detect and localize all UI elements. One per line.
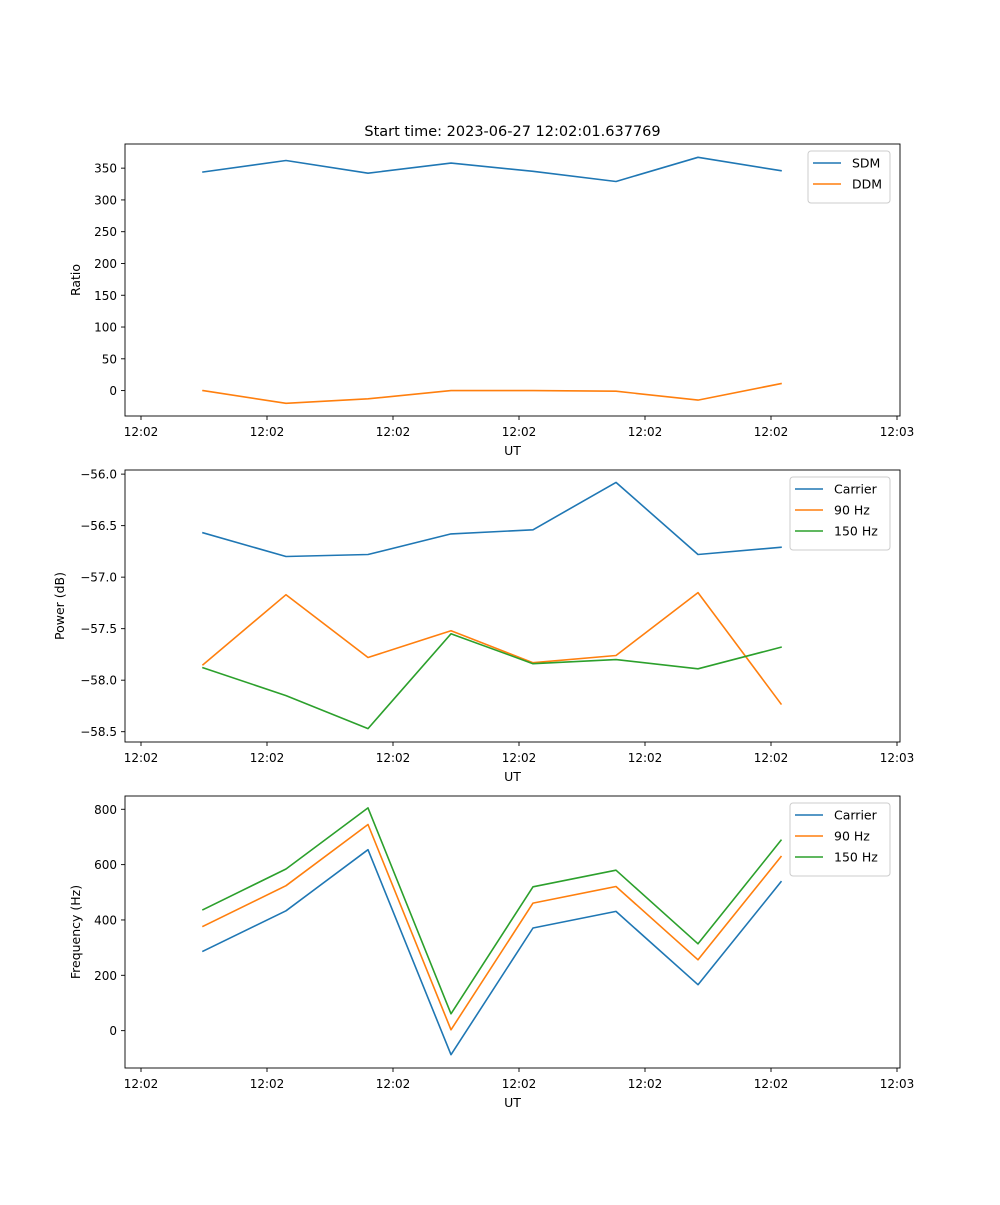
y-tick-label: 350 [94, 162, 117, 176]
x-tick-label: 12:03 [880, 1077, 915, 1091]
series-line-carrier [201, 848, 783, 1056]
legend-label: 90 Hz [834, 503, 870, 518]
x-tick-label: 12:03 [880, 425, 915, 439]
y-tick-label: 800 [94, 803, 117, 817]
x-axis-label: UT [504, 1095, 521, 1110]
y-tick-label: 600 [94, 858, 117, 872]
series-line-ddm [202, 382, 782, 405]
series-line-150-hz [201, 632, 782, 730]
legend-label: Carrier [834, 808, 878, 823]
legend-label: 150 Hz [834, 850, 878, 865]
y-tick-label: −58.0 [80, 674, 117, 688]
x-tick-label: 12:02 [250, 751, 285, 765]
x-tick-label: 12:02 [124, 425, 159, 439]
y-tick-label: 0 [109, 1024, 117, 1038]
y-tick-label: 400 [94, 913, 117, 927]
x-axis-label: UT [504, 443, 521, 458]
x-tick-label: 12:02 [502, 751, 537, 765]
axes-frame [124, 469, 901, 743]
y-axis-label: Power (dB) [52, 572, 67, 640]
y-tick-label: −56.0 [80, 468, 117, 482]
y-tick-label: −57.5 [80, 622, 117, 636]
y-tick-label: 250 [94, 225, 117, 239]
x-tick-label: 12:02 [250, 425, 285, 439]
x-tick-label: 12:02 [376, 751, 411, 765]
legend: Carrier 90 Hz 150 Hz [789, 476, 891, 551]
y-tick-label: 0 [109, 384, 117, 398]
x-tick-label: 12:02 [628, 751, 663, 765]
series-line-150-hz [201, 807, 783, 1015]
legend: Carrier 90 Hz 150 Hz [789, 802, 891, 877]
x-tick-label: 12:02 [754, 425, 789, 439]
x-tick-label: 12:02 [502, 1077, 537, 1091]
y-tick-label: 200 [94, 969, 117, 983]
y-tick-label: 200 [94, 257, 117, 271]
y-tick-label: −56.5 [80, 519, 117, 533]
x-tick-label: 12:02 [124, 751, 159, 765]
x-tick-label: 12:03 [880, 751, 915, 765]
y-tick-label: −57.0 [80, 571, 117, 585]
x-tick-label: 12:02 [250, 1077, 285, 1091]
legend-label: DDM [852, 177, 882, 192]
x-tick-label: 12:02 [754, 751, 789, 765]
x-tick-label: 12:02 [502, 425, 537, 439]
chart-panel-2: −58.5 −58.0 −57.5 −57.0 −56.5 −56.0 12:02 12:02… [52, 468, 914, 784]
series-line-carrier [202, 481, 782, 558]
chart-panel-3: 0 200 400 600 800 12:02 12:02 12:02 12:02 12:02 12… [68, 795, 915, 1110]
x-tick-label: 12:02 [376, 425, 411, 439]
x-tick-label: 12:02 [628, 425, 663, 439]
y-tick-label: 50 [102, 352, 117, 366]
y-tick-label: 100 [94, 321, 117, 335]
series-line-90-hz [201, 591, 783, 706]
y-axis-label: Frequency (Hz) [68, 885, 83, 979]
legend-label: 90 Hz [834, 829, 870, 844]
x-tick-label: 12:02 [628, 1077, 663, 1091]
series-line-90-hz [201, 823, 783, 1031]
chart-panel-1: 0 50 100 150 200 250 300 350 12:02 12:02 12:02 12:0… [68, 143, 915, 458]
axes-frame [124, 795, 901, 1069]
legend-label: 150 Hz [834, 524, 878, 539]
legend: SDM DDM [807, 150, 891, 204]
x-tick-label: 12:02 [754, 1077, 789, 1091]
legend-label: Carrier [834, 482, 878, 497]
x-tick-label: 12:02 [376, 1077, 411, 1091]
y-tick-label: 300 [94, 193, 117, 207]
legend-frame [807, 150, 891, 204]
axes-frame [124, 143, 901, 417]
figure-title: Start time: 2023-06-27 12:02:01.637769 [364, 124, 660, 140]
y-axis-label: Ratio [68, 264, 83, 296]
x-axis-label: UT [504, 769, 521, 784]
series-line-sdm [202, 156, 782, 183]
y-tick-label: −58.5 [80, 725, 117, 739]
x-tick-label: 12:02 [124, 1077, 159, 1091]
legend-label: SDM [852, 156, 880, 171]
y-tick-label: 150 [94, 289, 117, 303]
